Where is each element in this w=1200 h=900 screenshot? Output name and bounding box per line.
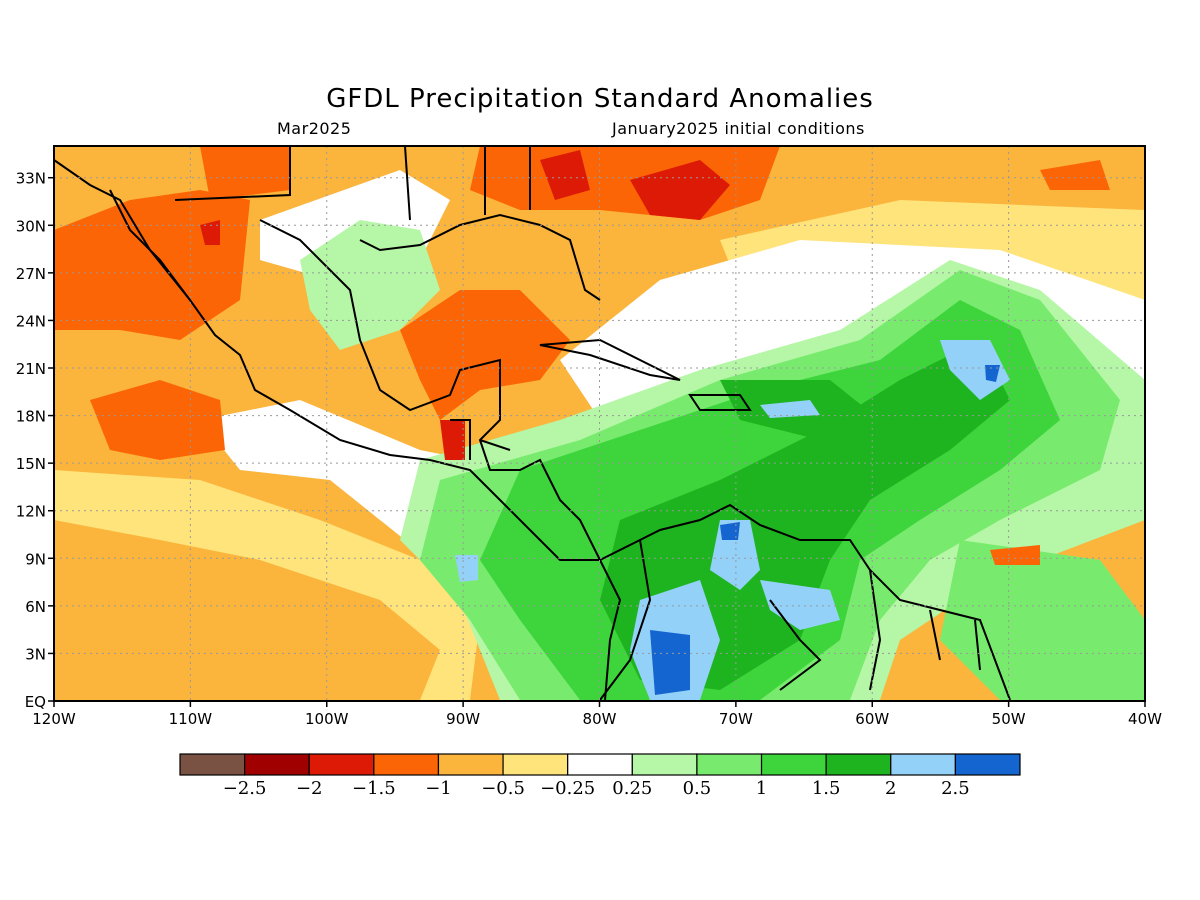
very-dry-atlantic <box>630 160 730 220</box>
colombia-border <box>599 539 652 701</box>
colorbar-label: −2 <box>296 778 323 799</box>
y-tick-label: 27N <box>16 265 46 283</box>
y-tick-label: 18N <box>16 408 46 426</box>
us-gulf-coast <box>359 213 601 301</box>
y-axis: EQ 3N 6N 9N 12N 15N 18N 21N 24N 27N 30N 33N <box>16 170 54 711</box>
valid-month: Mar2025 <box>277 119 352 138</box>
colorbar-label: 2 <box>885 778 896 799</box>
y-tick-label: 24N <box>16 312 46 330</box>
very-dry-guatemala <box>440 420 465 460</box>
x-tick-label: 80W <box>583 710 617 728</box>
x-tick-label: 100W <box>305 710 349 728</box>
x-tick-label: 90W <box>446 710 480 728</box>
colorbar-swatch <box>890 753 956 776</box>
x-tick-label: 70W <box>719 710 753 728</box>
dry-arizona <box>200 146 290 200</box>
x-tick-label: 60W <box>855 710 889 728</box>
dry-gulf-yucatan <box>400 290 570 420</box>
us-state-borders <box>174 146 531 221</box>
colorbar-swatch <box>502 753 569 776</box>
coastlines <box>54 146 1011 701</box>
x-tick-label: 50W <box>992 710 1026 728</box>
colorbar-label: −0.25 <box>540 778 595 799</box>
baja-california <box>109 189 191 301</box>
y-tick-label: EQ <box>25 693 46 711</box>
colorbar-label: 0.25 <box>612 778 652 799</box>
pacific-coastline <box>54 159 622 701</box>
central-america-borders <box>450 419 511 460</box>
colorbar-swatch <box>567 753 633 776</box>
wet-very-pacific-spot <box>455 555 478 582</box>
colorbar-label: 1 <box>756 778 767 799</box>
colorbar-label: 0.5 <box>683 778 712 799</box>
x-axis: 120W 110W 100W 90W 80W 70W 60W 50W 40W <box>32 701 1162 728</box>
wet-very-puerto-rico <box>760 400 820 418</box>
colorbar-label: −1 <box>425 778 452 799</box>
initial-conditions: January2025 initial conditions <box>612 119 865 138</box>
y-tick-label: 3N <box>25 645 46 663</box>
y-tick-label: 30N <box>16 217 46 235</box>
wet-extreme-venezuela <box>720 522 740 540</box>
pacific-dry <box>54 520 440 700</box>
colorbar-swatch <box>696 753 763 776</box>
dry-tropical-atlantic <box>990 545 1040 565</box>
hispaniola <box>688 394 752 411</box>
y-tick-label: 12N <box>16 503 46 521</box>
french-guiana-border <box>974 619 981 671</box>
colorbar-label: 2.5 <box>941 778 970 799</box>
suriname-border <box>929 609 941 661</box>
colorbar-swatch <box>631 753 698 776</box>
colorbar: −2.5 −2 −1.5 −1 −0.5 −0.25 0.25 0.5 1 1.5 2 2.5 <box>179 753 1021 799</box>
colorbar-swatch <box>308 753 375 776</box>
anomaly-field <box>54 146 1145 701</box>
y-tick-label: 9N <box>25 550 46 568</box>
wet-extreme-colombia <box>650 630 690 695</box>
colorbar-swatch <box>825 753 892 776</box>
colorbar-swatch <box>954 753 1021 776</box>
gridlines <box>54 146 1145 701</box>
y-tick-label: 6N <box>25 598 46 616</box>
colorbar-label: −2.5 <box>223 778 267 799</box>
dry-pacific-west-mexico <box>90 380 225 460</box>
venezuela-border <box>769 599 822 691</box>
map-title: GFDL Precipitation Standard Anomalies <box>326 84 874 114</box>
x-tick-label: 120W <box>32 710 76 728</box>
wet-light-texas <box>300 220 440 350</box>
colorbar-label: 1.5 <box>812 778 841 799</box>
gulf-coastline <box>259 219 601 561</box>
colorbar-swatch <box>373 753 440 776</box>
wet-extreme-atlantic <box>985 365 1000 382</box>
guyana-border <box>869 569 882 691</box>
wet-very-orinoco <box>760 580 840 630</box>
wet-guianas <box>940 540 1145 700</box>
x-tick-label: 40W <box>1128 710 1162 728</box>
colorbar-label: −1.5 <box>352 778 396 799</box>
south-america-north-coast <box>599 503 1011 701</box>
colorbar-swatch <box>437 753 504 776</box>
colorbar-label: −0.5 <box>481 778 525 799</box>
very-dry-sonora <box>200 220 220 245</box>
y-tick-label: 33N <box>16 170 46 188</box>
very-dry-georgia <box>540 150 590 200</box>
y-tick-label: 21N <box>16 360 46 378</box>
colorbar-swatch <box>244 753 310 776</box>
x-tick-label: 110W <box>169 710 213 728</box>
y-tick-label: 15N <box>16 455 46 473</box>
wet-very-atlantic <box>940 340 1010 400</box>
colorbar-swatch <box>179 753 246 776</box>
dry-north-atlantic <box>1040 160 1110 190</box>
colorbar-swatch <box>760 753 827 776</box>
